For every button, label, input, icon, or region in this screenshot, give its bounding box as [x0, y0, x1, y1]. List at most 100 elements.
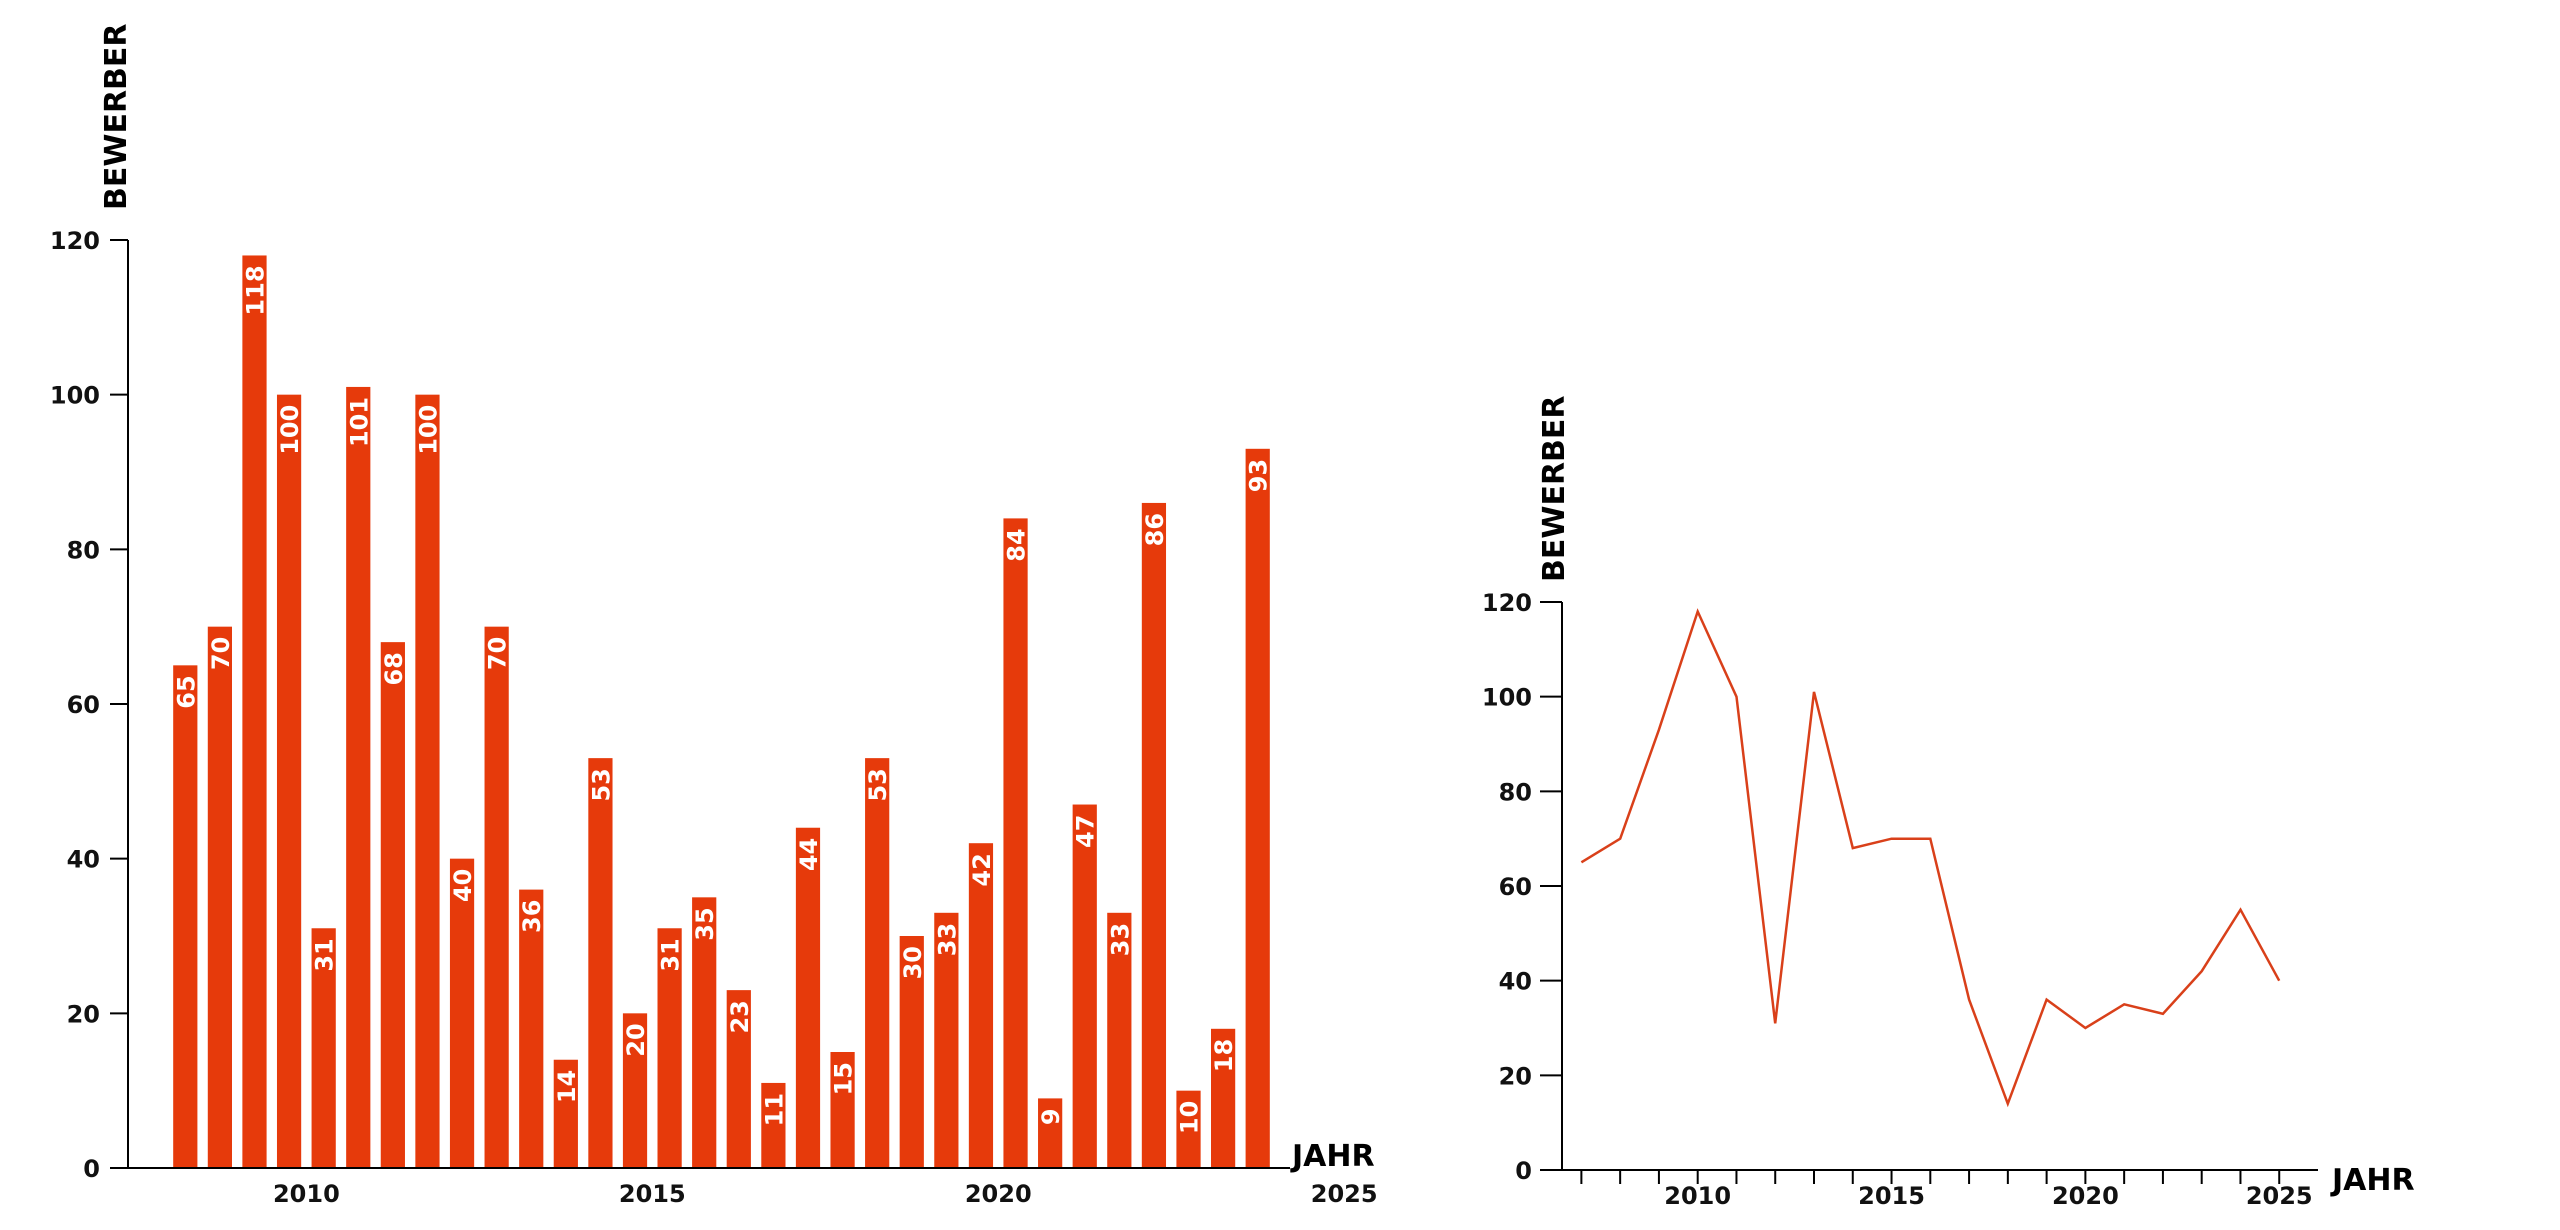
- bar-value-label: 33: [933, 923, 961, 956]
- line-chart: 0 20 40 60 80 100 120 2010 2015 2020 2025 BEWERBE…: [1482, 395, 2415, 1210]
- line-chart-x-tick-label: 2020: [2052, 1182, 2119, 1210]
- bar-chart-y-axis: 0 20 40 60 80 100 120: [50, 227, 128, 1183]
- bar: [276, 394, 302, 1169]
- bar: [449, 858, 475, 1168]
- bar-value-label: 35: [691, 907, 719, 940]
- line-chart-x-tick-label: 2025: [2246, 1182, 2313, 1210]
- bar-value-label: 42: [968, 853, 996, 886]
- bar-chart-y-tick-label: 20: [67, 1000, 100, 1028]
- bar: [346, 386, 371, 1168]
- bar: [657, 928, 682, 1168]
- line-chart-series: [1580, 608, 2281, 1108]
- bar-chart-y-tick-label: 80: [67, 536, 100, 564]
- line-chart-y-tick-label: 0: [1515, 1157, 1532, 1185]
- bar: [588, 758, 613, 1168]
- bar: [207, 626, 232, 1168]
- bar: [380, 642, 405, 1168]
- bar-chart-x-axis: 2010 2015 2020 2025: [273, 1180, 1378, 1208]
- bar-value-label: 65: [172, 675, 200, 708]
- bar: [1003, 518, 1028, 1168]
- line-chart-y-tick-label: 80: [1499, 778, 1532, 806]
- line-chart-x-tick-label: 2015: [1858, 1182, 1925, 1210]
- bar-value-label: 86: [1141, 513, 1169, 546]
- bar-value-label: 53: [587, 768, 615, 801]
- bar: [484, 626, 509, 1168]
- bar-value-label: 31: [311, 938, 339, 971]
- bar: [1141, 502, 1167, 1168]
- bar-value-label: 93: [1245, 459, 1273, 492]
- bar: [415, 394, 440, 1169]
- bar-value-label: 36: [518, 900, 546, 933]
- bar: [795, 827, 821, 1168]
- bar: [934, 912, 959, 1168]
- bar-value-label: 31: [657, 938, 685, 971]
- line-chart-y-tick-label: 120: [1482, 589, 1532, 617]
- bar-value-label: 9: [1037, 1108, 1065, 1125]
- bar-value-label: 15: [830, 1062, 858, 1095]
- bar-value-label: 14: [553, 1070, 581, 1103]
- bar-chart-y-tick-label: 100: [50, 382, 100, 410]
- bar-chart-x-axis-title: JAHR: [1290, 1139, 1375, 1174]
- bar: [968, 843, 994, 1168]
- bar-value-label: 44: [795, 838, 823, 871]
- line-chart-y-tick-label: 40: [1499, 968, 1532, 996]
- bar: [1072, 804, 1097, 1168]
- bar-chart-bars: [173, 255, 1270, 1169]
- bar: [865, 758, 890, 1168]
- bar-chart-x-tick-label: 2025: [1311, 1180, 1378, 1208]
- bar: [899, 936, 924, 1168]
- line-chart-y-tick-label: 60: [1499, 873, 1532, 901]
- bar-value-label: 100: [414, 405, 442, 455]
- bar-chart-y-axis-title: BEWERBER: [99, 23, 134, 210]
- bar-value-label: 100: [276, 405, 304, 455]
- bar-value-label: 47: [1072, 815, 1100, 848]
- bar-value-label: 18: [1210, 1039, 1238, 1072]
- bar-value-label: 11: [760, 1093, 788, 1126]
- bar-value-label: 101: [345, 397, 373, 447]
- line-chart-y-axis-title: BEWERBER: [1537, 395, 1572, 582]
- bar-value-label: 33: [1106, 923, 1134, 956]
- bar: [242, 255, 267, 1168]
- bar-value-label: 20: [622, 1023, 650, 1056]
- bar: [553, 1059, 578, 1168]
- bar: [726, 990, 751, 1168]
- bar-chart-y-tick-label: 40: [67, 846, 100, 874]
- bar: [1038, 1098, 1063, 1168]
- bar: [1107, 912, 1132, 1168]
- bar-value-label: 84: [1003, 528, 1031, 561]
- bar-value-label: 10: [1176, 1101, 1204, 1134]
- line-chart-x-axis-title: JAHR: [2330, 1163, 2415, 1198]
- bar-chart-y-tick-label: 0: [83, 1155, 100, 1183]
- bar: [1245, 448, 1270, 1168]
- bar: [1211, 1028, 1236, 1168]
- bar-value-label: 23: [726, 1000, 754, 1033]
- bar-chart-y-tick-label: 60: [67, 691, 100, 719]
- bar-value-label: 30: [899, 946, 927, 979]
- bar: [311, 928, 336, 1168]
- bar-chart-y-tick-label: 120: [50, 227, 100, 255]
- bar-value-label: 68: [380, 652, 408, 685]
- bar: [519, 889, 544, 1168]
- line-chart-x-axis: 2010 2015 2020 2025: [1580, 1170, 2313, 1210]
- bar: [1176, 1090, 1201, 1168]
- bar: [622, 1013, 648, 1168]
- bar-value-label: 53: [864, 768, 892, 801]
- bar-value-label: 118: [241, 265, 269, 315]
- bar-chart-x-tick-label: 2010: [273, 1180, 340, 1208]
- bar-value-label: 70: [207, 637, 235, 670]
- bar-value-label: 40: [449, 869, 477, 902]
- line-chart-x-tick-label: 2010: [1664, 1182, 1731, 1210]
- bar: [830, 1052, 855, 1168]
- bar: [173, 665, 198, 1168]
- bar: [761, 1082, 786, 1168]
- bar-chart-value-labels: 6570118100311016810040703614532031352311…: [172, 265, 1272, 1134]
- line-chart-y-axis: 0 20 40 60 80 100 120: [1482, 589, 1562, 1185]
- line-chart-y-tick-label: 20: [1499, 1062, 1532, 1090]
- line-chart-y-tick-label: 100: [1482, 684, 1532, 712]
- bar-chart-x-tick-label: 2015: [619, 1180, 686, 1208]
- bar-value-label: 70: [484, 637, 512, 670]
- bar: [692, 897, 717, 1168]
- bar-chart-x-tick-label: 2020: [965, 1180, 1032, 1208]
